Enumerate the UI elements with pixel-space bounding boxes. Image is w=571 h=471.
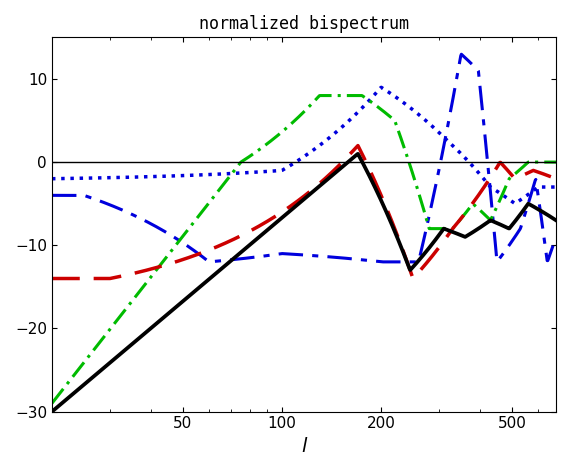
X-axis label: l: l [301,437,307,456]
Title: normalized bispectrum: normalized bispectrum [199,15,409,33]
